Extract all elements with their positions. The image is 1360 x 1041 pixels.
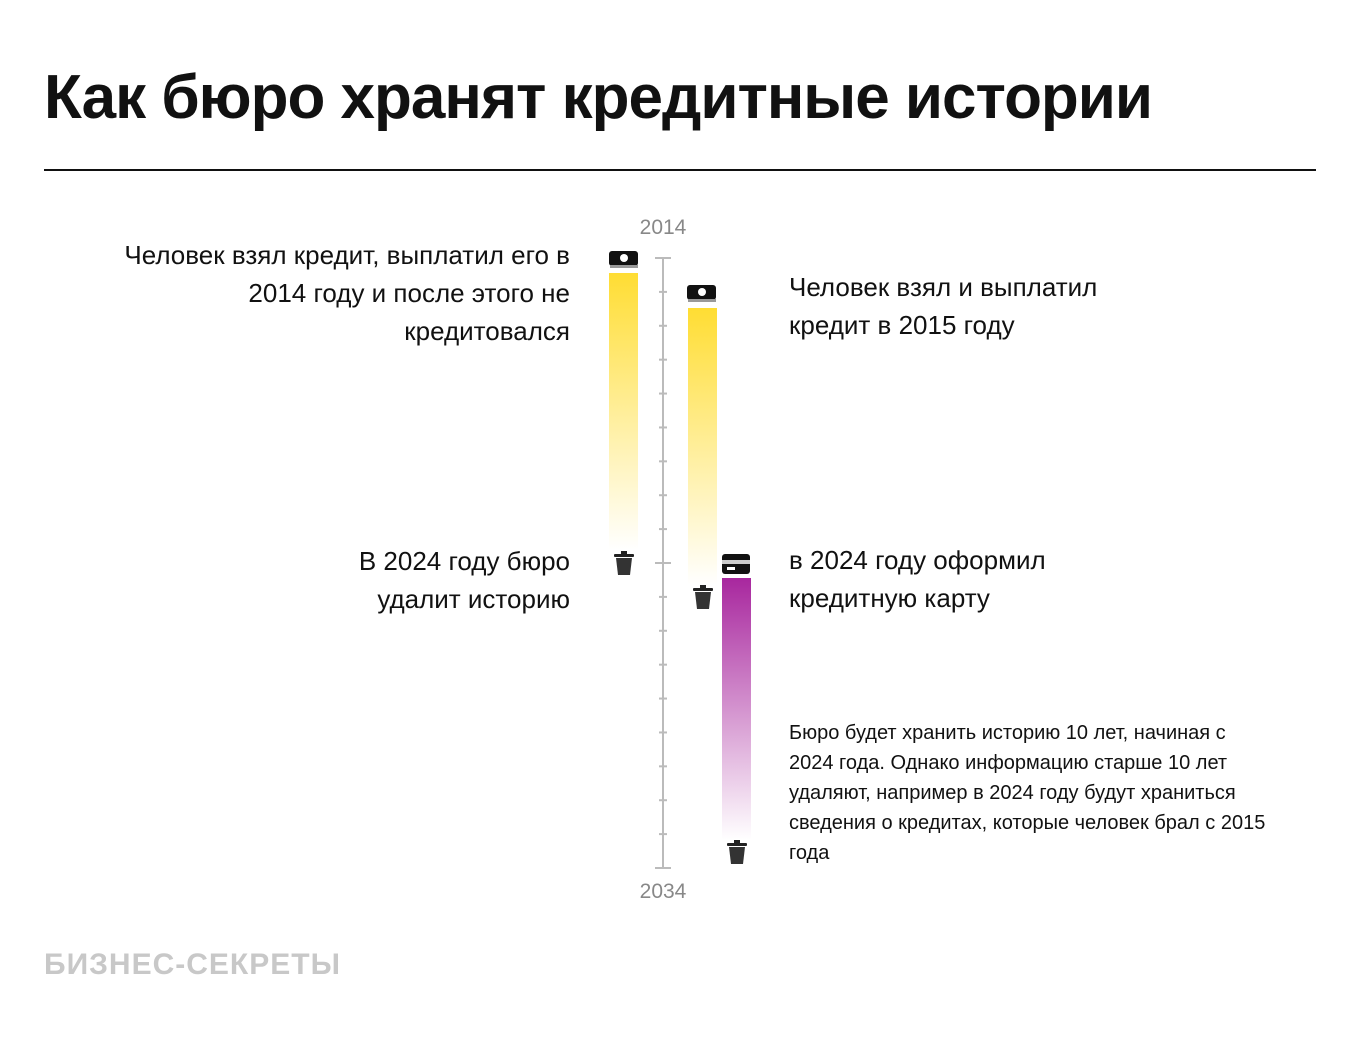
case1-bar <box>609 273 638 550</box>
axis-start-label: 2014 <box>639 216 687 239</box>
case1-text: Человек взял кредит, выплатил его в 2014… <box>124 240 570 346</box>
case3-bar <box>722 578 751 840</box>
trash-icon <box>614 551 634 575</box>
divider <box>44 169 1316 171</box>
brand-logo: БИЗНЕС-СЕКРЕТЫ <box>44 948 341 981</box>
case1-end-text: В 2024 году бюро удалит историю <box>358 546 570 614</box>
case3-text: в 2024 году оформил кредитную карту <box>789 545 1046 613</box>
trash-icon <box>693 585 713 609</box>
case2-bar <box>688 308 717 585</box>
axis-end-label: 2034 <box>639 880 687 903</box>
cash-icon <box>609 251 638 268</box>
credit-card-icon <box>722 554 750 574</box>
page-title: Как бюро хранят кредитные истории <box>44 63 1153 132</box>
timeline-axis <box>655 257 671 869</box>
cash-icon <box>687 285 716 302</box>
trash-icon <box>727 840 747 864</box>
note-text: Бюро будет хранить историю 10 лет, начин… <box>789 722 1266 864</box>
case2-text: Человек взял и выплатил кредит в 2015 го… <box>789 272 1098 340</box>
